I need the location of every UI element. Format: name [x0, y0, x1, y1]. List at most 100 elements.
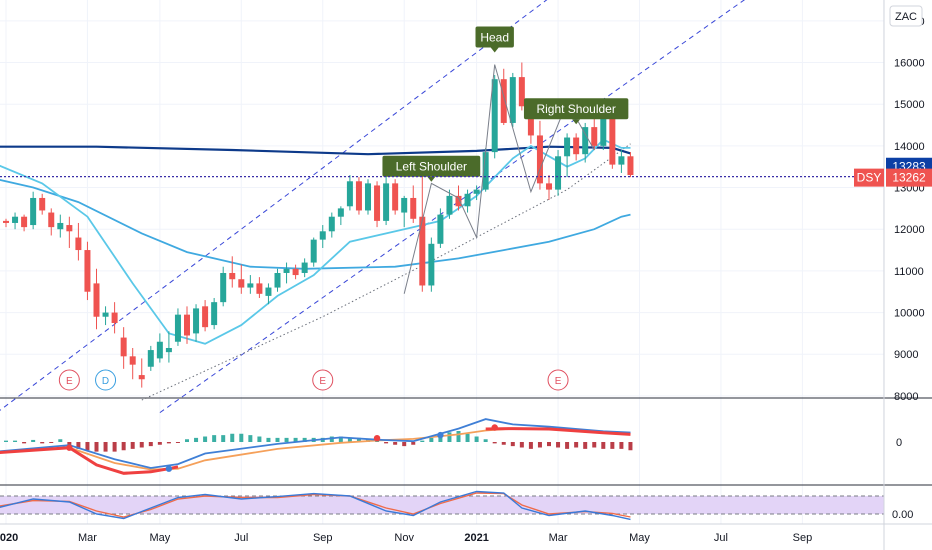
price-tick-label: 8000 — [894, 391, 918, 403]
pattern-annotations: Left Shoulder Head Right Shoulder — [382, 26, 629, 182]
candle — [102, 312, 109, 317]
candle — [518, 77, 525, 107]
macd-histogram-bar — [121, 442, 126, 451]
macd-trend-line — [485, 427, 631, 436]
event-marker — [95, 369, 117, 391]
candle — [283, 268, 290, 273]
candle — [247, 283, 254, 288]
macd-histogram-bar — [456, 431, 461, 442]
price-tick-label: 14000 — [894, 141, 925, 153]
candle — [473, 189, 480, 194]
current-price-tag — [886, 168, 932, 187]
macd-histogram-bar — [257, 436, 262, 442]
macd-histogram-bar — [465, 433, 470, 442]
candle — [156, 341, 163, 359]
time-tick-label: May — [629, 532, 650, 544]
time-tick-label: 2020 — [0, 532, 18, 544]
candle — [229, 272, 236, 280]
candle — [174, 314, 181, 342]
candle — [147, 350, 154, 367]
macd-histogram-bar — [583, 442, 588, 449]
candle — [256, 283, 263, 294]
candle — [527, 104, 534, 136]
candle — [93, 283, 100, 317]
candle — [500, 79, 507, 123]
time-tick-label: Sep — [313, 532, 333, 544]
candles[interactable] — [3, 62, 634, 388]
candle — [600, 112, 607, 146]
macd-histogram-bar — [528, 442, 533, 449]
macd-cross-dot — [491, 424, 498, 431]
symbol-tag — [854, 168, 884, 187]
macd-histogram-bar — [429, 437, 434, 442]
ma200-line — [0, 145, 631, 156]
macd-histogram-bar — [22, 442, 27, 444]
macd-histogram-bar — [547, 442, 551, 447]
event-marker-text: E — [319, 376, 326, 387]
macd-histogram-bar — [402, 442, 407, 447]
macd-histogram-bar — [329, 436, 334, 442]
macd-histogram-bar — [356, 437, 361, 442]
candle — [184, 314, 190, 336]
macd-histogram-bar — [347, 437, 352, 442]
macd-histogram-bar — [492, 442, 497, 444]
candle — [455, 195, 462, 207]
candle — [401, 197, 408, 213]
scale-badge[interactable]: ZAC — [889, 5, 923, 27]
annotation-text: Head — [480, 31, 509, 45]
macd-line — [0, 418, 631, 469]
time-tick-label: Jul — [714, 532, 728, 544]
macd-histogram-bar — [474, 436, 479, 442]
candle — [365, 183, 371, 211]
candle — [374, 185, 381, 221]
macd-histogram-bar — [610, 442, 615, 449]
candle — [75, 237, 82, 251]
candle — [428, 243, 435, 286]
price-tick-label: 12000 — [894, 224, 925, 236]
macd-histogram-bar — [94, 442, 99, 452]
time-tick-label: Mar — [549, 532, 568, 544]
symbol-text: DSY — [857, 171, 882, 185]
candle — [392, 183, 399, 211]
macd-histogram-bar — [139, 442, 144, 448]
candle — [509, 77, 516, 123]
candle — [337, 208, 344, 217]
annotation-pointer — [490, 47, 499, 53]
candle — [138, 375, 145, 380]
macd-histogram-bar — [619, 442, 624, 449]
macd-histogram-bar — [565, 442, 570, 449]
macd-histogram-bar — [239, 433, 244, 442]
price-tick-label: 16000 — [894, 58, 925, 70]
macd-histogram-bar — [338, 436, 343, 442]
candle — [446, 195, 453, 215]
moving-averages — [0, 138, 631, 345]
event-marker — [58, 369, 80, 391]
candle — [66, 225, 73, 232]
annotation-text: Left Shoulder — [396, 160, 467, 174]
candle — [265, 287, 272, 296]
scale-badge-text: ZAC — [895, 11, 917, 23]
macd-histogram-bar — [248, 435, 253, 442]
macd-histogram-bar — [393, 442, 398, 445]
channel-line — [141, 143, 631, 401]
macd-histogram-bar — [49, 442, 54, 443]
candle — [410, 197, 417, 219]
candle — [292, 268, 299, 276]
candle — [165, 347, 172, 353]
candle — [591, 127, 598, 146]
candle — [310, 239, 317, 263]
time-tick-label: 2021 — [464, 532, 488, 544]
channel-line — [0, 0, 548, 411]
macd-cross-dot — [373, 434, 381, 442]
macd-histogram-bar — [574, 442, 579, 448]
candle — [464, 193, 471, 207]
macd-histogram-bar — [302, 437, 307, 442]
candle — [238, 279, 245, 288]
macd-histogram-bar — [212, 435, 217, 442]
macd-histogram-bar — [85, 442, 90, 451]
macd-histogram-bar — [628, 442, 633, 451]
event-marker-text: D — [102, 376, 109, 387]
